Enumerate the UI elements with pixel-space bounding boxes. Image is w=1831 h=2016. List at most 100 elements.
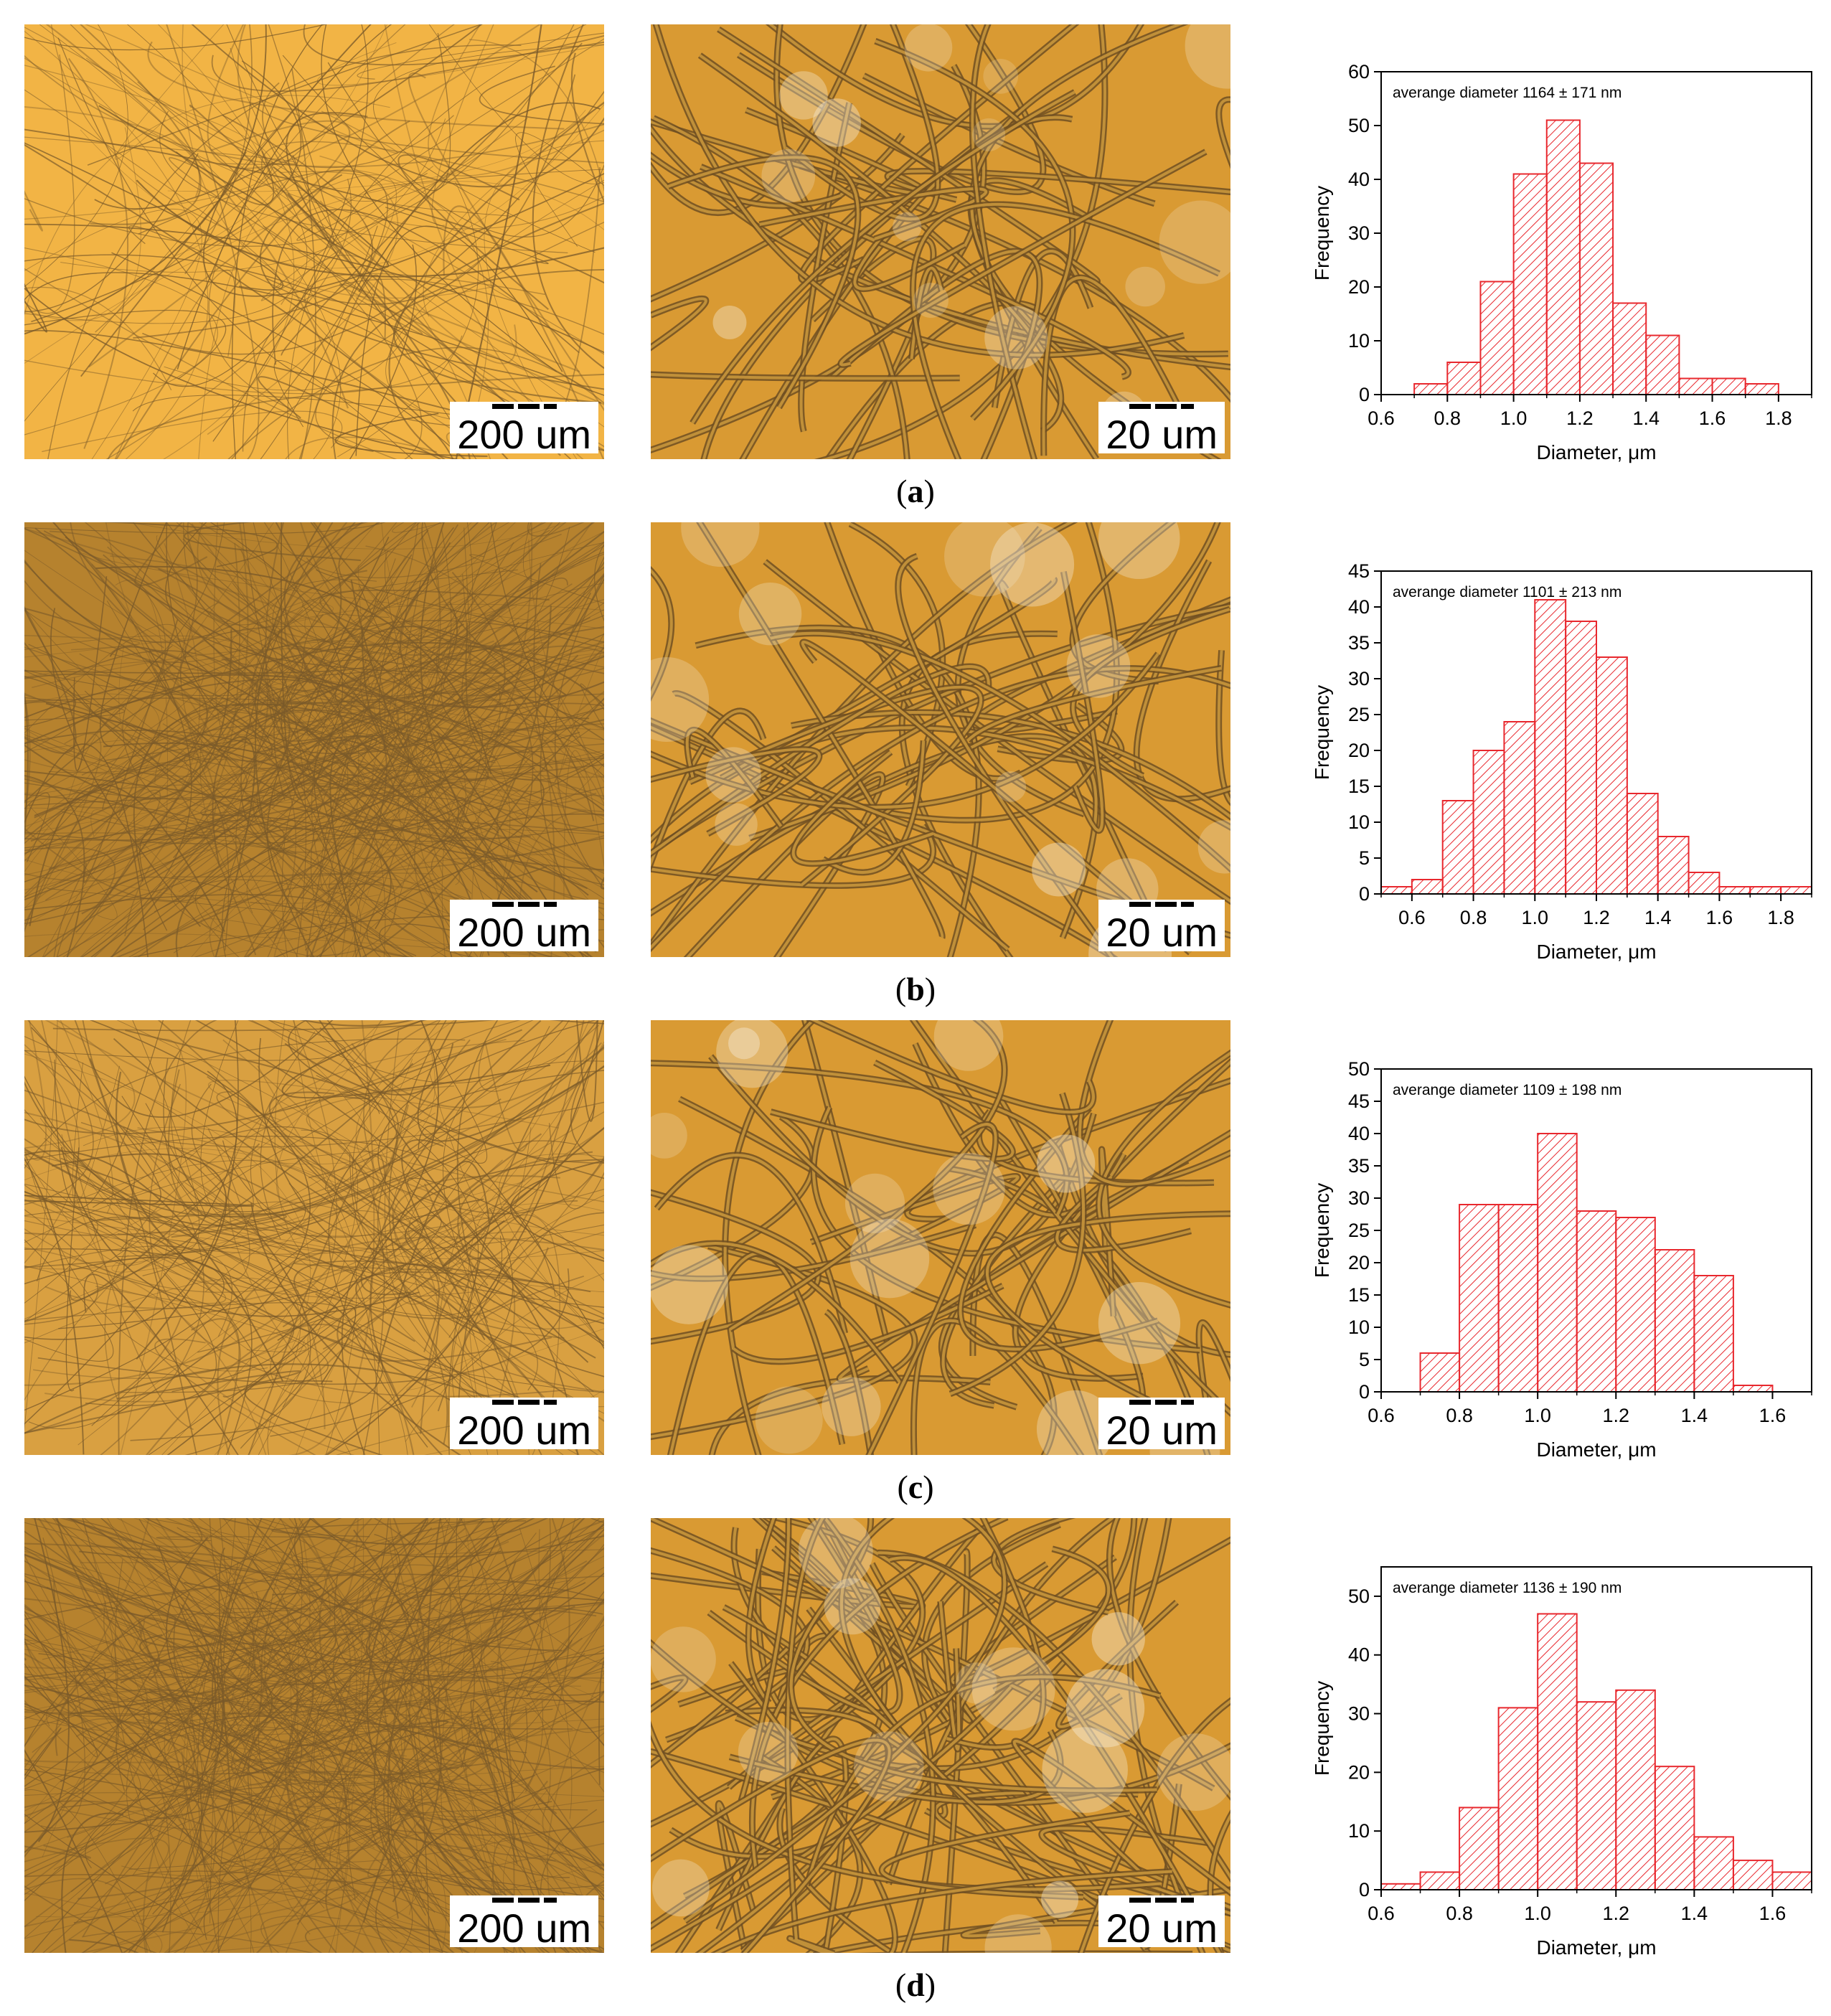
- scale-bar-ruler: [1129, 404, 1195, 409]
- histogram-bar: [1497, 1204, 1539, 1393]
- histogram-bar: [1749, 886, 1782, 895]
- x-tick-label: 1.2: [1602, 1405, 1629, 1426]
- micrograph-b-low-mag: 200 um: [24, 522, 604, 957]
- y-axis-label: Frequency: [1311, 186, 1333, 281]
- x-tick-label: 1.4: [1681, 1903, 1708, 1924]
- y-tick-label: 10: [1348, 330, 1370, 352]
- x-tick-label: 1.0: [1524, 1903, 1551, 1924]
- histogram-bar: [1472, 750, 1505, 895]
- histogram-bar: [1744, 383, 1779, 395]
- histogram-bar: [1380, 886, 1413, 895]
- histogram-bar: [1693, 1275, 1734, 1393]
- y-tick-label: 0: [1359, 883, 1370, 905]
- histogram-bar: [1446, 362, 1482, 395]
- x-tick-label: 1.6: [1759, 1405, 1787, 1426]
- y-axis-label: Frequency: [1311, 1183, 1333, 1278]
- histogram-bar: [1654, 1249, 1695, 1393]
- histogram-bar: [1711, 377, 1746, 395]
- y-tick-label: 10: [1348, 1820, 1370, 1842]
- scale-bar-d-low: 200 um: [450, 1895, 598, 1951]
- x-tick-label: 1.8: [1765, 408, 1792, 429]
- histogram-bar: [1534, 599, 1567, 895]
- scale-bar-b-low: 200 um: [450, 900, 598, 955]
- plot-frame: [1380, 1566, 1812, 1890]
- scale-bar-ruler: [491, 1898, 557, 1903]
- histogram-bar: [1411, 879, 1444, 895]
- y-tick-label: 15: [1348, 1284, 1370, 1306]
- x-tick-label: 1.6: [1706, 907, 1733, 928]
- histogram-bar: [1688, 872, 1721, 895]
- micrograph-a-low-mag-image: [24, 24, 604, 459]
- histogram-bar: [1503, 721, 1536, 895]
- histogram-bar: [1419, 1352, 1461, 1393]
- scale-bar-c-high: 20 um: [1098, 1398, 1225, 1453]
- histogram-bar: [1718, 886, 1751, 895]
- histogram-bar: [1780, 886, 1813, 895]
- x-axis-label: Diameter, μm: [1536, 441, 1656, 463]
- histogram-bar: [1693, 1836, 1734, 1891]
- scale-bar-label: 20 um: [1106, 1408, 1218, 1453]
- panel-label-close: ): [924, 1966, 936, 2003]
- panel-label-close: ): [923, 1469, 934, 1505]
- x-axis-label: Diameter, μm: [1536, 1438, 1656, 1461]
- micrograph-a-high-mag: 20 um: [651, 24, 1230, 459]
- micrograph-c-high-mag: 20 um: [651, 1020, 1230, 1455]
- scale-bar-label: 200 um: [457, 910, 591, 955]
- y-tick-label: 0: [1359, 384, 1370, 405]
- histogram-bar: [1576, 1701, 1617, 1890]
- histogram-bar: [1441, 800, 1474, 895]
- histogram-bar: [1615, 1689, 1656, 1890]
- histogram-bar: [1626, 793, 1659, 895]
- y-tick-label: 25: [1348, 1220, 1370, 1241]
- x-tick-label: 1.4: [1681, 1405, 1708, 1426]
- histogram-d: 0.6 0.8 1.0 1.2 1.4 1.6 0 10 20 30 40 50 averange di…: [1306, 1545, 1822, 1990]
- histogram-c: 0.6 0.8 1.0 1.2 1.4 1.6 0 5 10 15 20 25 30 35 40 45 50 av…: [1306, 1047, 1822, 1492]
- chart-annotation: averange diameter 1164 ± 171 nm: [1393, 85, 1621, 101]
- histogram-bar: [1545, 119, 1581, 395]
- panel-label-open: (: [895, 971, 907, 1007]
- scale-bar-ruler: [491, 902, 557, 907]
- histogram-bar: [1497, 1707, 1539, 1890]
- y-tick-label: 30: [1348, 1187, 1370, 1209]
- x-tick-label: 1.4: [1644, 907, 1672, 928]
- fiber-glare: [651, 1518, 1230, 1953]
- histogram-bar: [1657, 836, 1690, 895]
- scale-bar-label: 20 um: [1106, 910, 1218, 955]
- x-tick-label: 1.6: [1699, 408, 1726, 429]
- fiber-glare: [712, 24, 1230, 436]
- y-tick-label: 60: [1348, 61, 1370, 83]
- y-tick-label: 0: [1359, 1879, 1370, 1900]
- micrograph-d-low-mag-image: [24, 1518, 604, 1953]
- y-tick-label: 30: [1348, 222, 1370, 244]
- x-tick-label: 0.8: [1434, 408, 1461, 429]
- y-tick-label: 25: [1348, 704, 1370, 725]
- y-tick-label: 40: [1348, 596, 1370, 618]
- histogram-bar: [1419, 1871, 1461, 1891]
- histogram-bar: [1576, 1210, 1617, 1393]
- chart-annotation: averange diameter 1101 ± 213 nm: [1393, 584, 1621, 600]
- scale-bar-label: 20 um: [1106, 412, 1218, 457]
- histogram-d-plot: 0.6 0.8 1.0 1.2 1.4 1.6 0 10 20 30 40 50 averange di…: [1311, 1566, 1812, 1959]
- y-tick-label: 45: [1348, 1091, 1370, 1112]
- panel-label-letter: c: [908, 1469, 923, 1505]
- y-tick-label: 20: [1348, 1252, 1370, 1273]
- histogram-bar: [1645, 334, 1680, 395]
- scale-bar-ruler: [1129, 1898, 1195, 1903]
- histogram-c-plot: 0.6 0.8 1.0 1.2 1.4 1.6 0 5 10 15 20 25 30 35 40 45 50 av…: [1311, 1058, 1812, 1461]
- x-tick-label: 1.0: [1500, 408, 1528, 429]
- histogram-bar: [1596, 656, 1628, 895]
- y-tick-label: 40: [1348, 1123, 1370, 1144]
- micrograph-b-high-mag: 20 um: [651, 522, 1230, 957]
- panel-label-close: ): [923, 473, 935, 509]
- panel-label-a: (a): [0, 472, 1831, 510]
- fiber-network: [24, 1518, 604, 1953]
- y-tick-label: 10: [1348, 811, 1370, 833]
- panel-label-b: (b): [0, 970, 1831, 1008]
- panel-label-c: (c): [0, 1468, 1831, 1506]
- scale-bar-a-high: 20 um: [1098, 402, 1225, 457]
- x-tick-label: 1.6: [1759, 1903, 1787, 1924]
- micrograph-c-low-mag-image: [24, 1020, 604, 1455]
- micrograph-d-low-mag: 200 um: [24, 1518, 604, 1953]
- histogram-bar: [1413, 383, 1449, 395]
- y-tick-label: 15: [1348, 776, 1370, 797]
